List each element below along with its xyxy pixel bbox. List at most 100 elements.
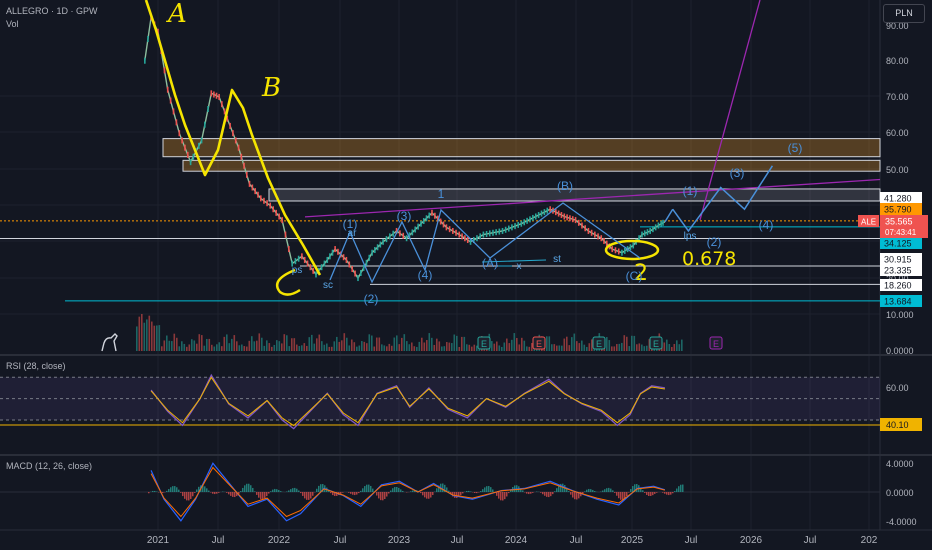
macd-histogram-bar — [168, 489, 170, 492]
candle — [389, 233, 391, 240]
volume-bar — [283, 334, 286, 351]
volume-bar — [381, 344, 383, 351]
macd-histogram-bar — [574, 492, 576, 500]
volume-bar — [276, 340, 278, 351]
volume-bar — [311, 334, 313, 351]
macd-histogram-bar — [278, 490, 280, 492]
candle — [549, 206, 551, 213]
rsi-title: RSI (28, close) — [6, 361, 66, 371]
wave-label: (2) — [707, 235, 722, 249]
candle — [229, 122, 231, 129]
candle — [329, 253, 331, 260]
volume-bar — [396, 335, 398, 351]
macd-histogram-bar — [386, 492, 388, 497]
wave-path — [329, 202, 641, 284]
macd-histogram-bar — [296, 488, 298, 492]
volume-bar — [366, 343, 368, 351]
candle — [184, 144, 186, 151]
level-label-text: 30.915 — [884, 255, 912, 265]
candle — [629, 244, 632, 251]
candle — [411, 229, 414, 236]
volume-bar — [591, 339, 593, 351]
candle — [469, 238, 472, 245]
volume-bar — [458, 346, 461, 351]
price-axis-tick: 0.0000 — [886, 346, 914, 356]
currency-button[interactable]: PLN — [883, 4, 925, 23]
macd-histogram-bar — [458, 492, 460, 497]
volume-bar — [571, 337, 573, 351]
symbol-title[interactable]: ALLEGRO · 1D · GPW — [6, 6, 98, 16]
candle — [260, 195, 262, 202]
macd-signal-line — [150, 466, 666, 518]
macd-histogram-bar — [514, 485, 516, 492]
candle — [254, 188, 256, 195]
volume-bar — [208, 338, 211, 351]
candle — [337, 248, 339, 255]
volume-bar — [181, 341, 183, 351]
candle — [540, 210, 543, 217]
macd-histogram-bar — [230, 492, 232, 496]
volume-bar — [253, 341, 256, 351]
candle — [360, 269, 362, 276]
candle — [414, 226, 417, 233]
volume-bar — [318, 334, 321, 351]
macd-histogram-bar — [586, 489, 588, 492]
volume-bar — [501, 346, 503, 351]
candle — [204, 121, 206, 128]
volume-bar — [461, 336, 463, 351]
macd-histogram-bar — [616, 492, 618, 496]
macd-histogram-bar — [308, 492, 310, 500]
macd-histogram-bar — [644, 492, 646, 493]
volume-bar — [198, 334, 201, 351]
macd-histogram-bar — [444, 484, 446, 492]
volume-bar — [463, 336, 466, 351]
volume-bar — [196, 343, 198, 351]
time-axis-tick: Jul — [451, 535, 464, 546]
candles — [144, 14, 664, 282]
handwritten-arc — [275, 268, 301, 296]
volume-bar — [188, 344, 191, 351]
macd-histogram-bar — [664, 492, 666, 494]
volume-bar — [438, 341, 441, 351]
handwritten-label-fib: 0.678 — [682, 248, 736, 270]
earnings-marker-letter: E — [713, 339, 719, 349]
candle — [529, 216, 531, 223]
volume-bar — [358, 345, 361, 351]
candle — [379, 241, 382, 248]
volume-bar — [563, 338, 566, 351]
macd-histogram-bar — [426, 492, 428, 499]
candle — [218, 93, 220, 100]
macd-histogram-bar — [602, 490, 604, 492]
macd-histogram-bar — [194, 492, 196, 493]
volume-bar — [446, 342, 448, 351]
volume-bar — [553, 344, 556, 351]
volume-bar — [516, 338, 518, 351]
macd-histogram-bar — [590, 489, 592, 492]
earnings-marker-letter: E — [596, 339, 602, 349]
volume-bar — [231, 338, 233, 351]
volume-bar — [383, 345, 386, 351]
candle — [166, 86, 169, 93]
current-symbol-text: ALE — [861, 218, 876, 227]
macd-histogram-bar — [498, 492, 500, 499]
volume-bar — [323, 344, 326, 351]
wave-label: 1 — [438, 187, 445, 201]
price-axis-tick: 60.00 — [886, 128, 909, 138]
macd-histogram-bar — [504, 492, 506, 500]
macd-histogram-bar — [390, 490, 392, 492]
macd-histogram-bar — [486, 486, 488, 492]
candle — [245, 171, 248, 178]
macd-histogram-bar — [578, 492, 580, 499]
volume-bar — [376, 337, 378, 351]
candle — [417, 223, 419, 230]
volume-bar — [576, 341, 578, 351]
candle — [452, 227, 454, 234]
candle — [555, 209, 557, 216]
candle — [326, 256, 329, 263]
macd-histogram-bar — [252, 487, 254, 492]
candle — [248, 180, 251, 187]
time-axis-tick: Jul — [570, 535, 583, 546]
volume-bar — [583, 344, 586, 351]
candle — [301, 253, 303, 260]
